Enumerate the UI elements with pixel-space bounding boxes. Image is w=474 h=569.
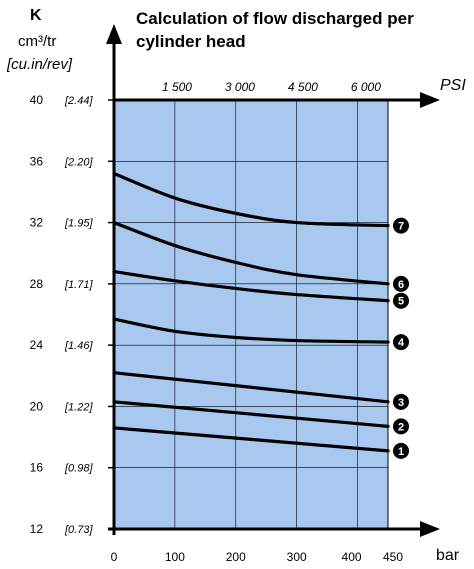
series-marker-7 — [393, 217, 409, 234]
series-line-6 — [112, 220, 390, 286]
series-line-2 — [112, 400, 390, 428]
x-tick-label: 100 — [165, 550, 185, 564]
x-axis-title: bar — [436, 547, 460, 564]
x-axis-arrow — [420, 521, 440, 537]
series-line-5 — [112, 270, 390, 303]
x2-tick-label: 3 000 — [225, 80, 255, 94]
plot-area — [114, 100, 388, 529]
y-tick-label-alt: [2.44] — [64, 95, 93, 107]
y-tick-label-alt: [0.73] — [64, 524, 93, 536]
y-tick-label: 24 — [30, 338, 44, 352]
y-tick-label-alt: [1.46] — [64, 340, 93, 352]
series-label-5: 5 — [398, 296, 404, 308]
y-tick-label: 12 — [30, 522, 44, 536]
series-marker-6 — [393, 275, 409, 292]
series-label-1: 1 — [398, 446, 404, 458]
series-marker-2 — [393, 418, 409, 435]
series-line-3 — [112, 371, 390, 404]
series-line-4 — [112, 317, 390, 344]
x-tick-label: 300 — [287, 550, 307, 564]
series-marker-5 — [393, 292, 409, 309]
y-tick-label: 28 — [30, 277, 44, 291]
series-label-3: 3 — [398, 397, 404, 409]
series-label-7: 7 — [398, 221, 404, 233]
y-axis-unit-alt: [cu.in/rev] — [7, 56, 73, 73]
y-tick-label: 36 — [30, 154, 44, 168]
x-tick-label: 200 — [226, 550, 246, 564]
series-label-2: 2 — [398, 421, 404, 433]
y-tick-label: 16 — [30, 461, 44, 475]
x2-axis-arrow — [420, 92, 440, 108]
series-marker-3 — [393, 393, 409, 410]
y-tick-label-alt: [0.98] — [64, 463, 93, 475]
series-label-4: 4 — [398, 337, 405, 349]
x-tick-label: 0 — [111, 550, 118, 564]
y-tick-label-alt: [1.22] — [64, 401, 93, 413]
series-marker-4 — [393, 334, 409, 351]
y-tick-label: 32 — [30, 216, 44, 230]
series-label-6: 6 — [398, 279, 404, 291]
y-axis-title: K — [30, 7, 42, 24]
y-tick-label: 40 — [30, 93, 44, 107]
y-tick-label: 20 — [30, 399, 44, 413]
y-tick-label-alt: [1.95] — [64, 218, 93, 230]
x2-tick-label: 4 500 — [288, 80, 318, 94]
y-tick-label-alt: [1.71] — [64, 279, 93, 291]
x-tick-label: 400 — [342, 550, 362, 564]
chart-title: Calculation of flow discharged per cylin… — [136, 9, 414, 51]
y-tick-label-alt: [2.20] — [64, 156, 93, 168]
series-marker-1 — [393, 442, 409, 459]
x2-tick-label: 6 000 — [351, 80, 381, 94]
y-axis-arrow — [106, 24, 122, 44]
x-tick-label: 450 — [383, 550, 403, 564]
series-line-7 — [112, 171, 390, 228]
y-axis-unit: cm³/tr — [18, 33, 57, 50]
series-line-1 — [112, 426, 390, 453]
x2-axis-title: PSI — [440, 77, 466, 94]
x2-tick-label: 1 500 — [162, 80, 192, 94]
